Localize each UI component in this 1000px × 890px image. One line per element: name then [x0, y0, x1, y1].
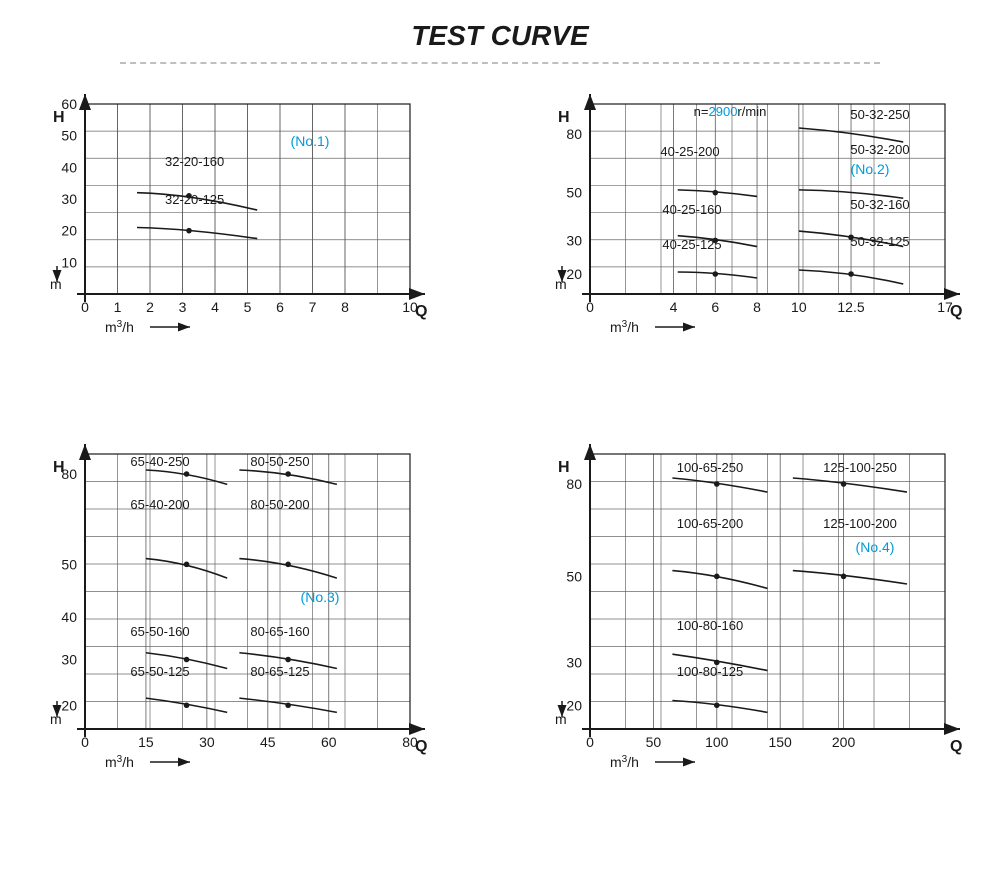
svg-text:125-100-200: 125-100-200 — [823, 516, 897, 531]
svg-text:12.5: 12.5 — [837, 299, 864, 315]
svg-text:7: 7 — [309, 299, 317, 315]
svg-text:30: 30 — [61, 191, 77, 207]
svg-text:30: 30 — [199, 734, 215, 750]
svg-text:m: m — [555, 276, 567, 292]
svg-text:100: 100 — [705, 734, 729, 750]
svg-text:50-32-160: 50-32-160 — [850, 197, 909, 212]
svg-text:50: 50 — [646, 734, 662, 750]
svg-text:Q: Q — [415, 303, 427, 320]
svg-text:65-50-160: 65-50-160 — [130, 624, 189, 639]
svg-text:32-20-160: 32-20-160 — [165, 154, 224, 169]
svg-text:40: 40 — [61, 159, 77, 175]
svg-text:100-80-160: 100-80-160 — [677, 618, 744, 633]
chart-2: 2030508004681012.517Hmm3/hQn=2900r/min(N… — [535, 94, 970, 374]
svg-text:0: 0 — [586, 734, 594, 750]
svg-text:(No.4): (No.4) — [856, 539, 895, 555]
svg-text:40-25-160: 40-25-160 — [662, 202, 721, 217]
svg-text:80-50-200: 80-50-200 — [250, 497, 309, 512]
svg-text:50: 50 — [61, 128, 77, 144]
svg-text:32-20-125: 32-20-125 — [165, 192, 224, 207]
svg-text:40: 40 — [61, 609, 77, 625]
svg-text:m: m — [50, 276, 62, 292]
divider — [120, 62, 880, 64]
svg-text:0: 0 — [81, 299, 89, 315]
svg-text:4: 4 — [211, 299, 219, 315]
svg-text:80-65-125: 80-65-125 — [250, 664, 309, 679]
svg-text:1: 1 — [114, 299, 122, 315]
svg-text:Q: Q — [415, 738, 427, 755]
svg-text:m3/h: m3/h — [610, 754, 639, 771]
svg-text:20: 20 — [566, 697, 582, 713]
svg-text:H: H — [558, 459, 570, 476]
svg-text:(No.1): (No.1) — [291, 133, 330, 149]
svg-text:45: 45 — [260, 734, 276, 750]
svg-text:10: 10 — [791, 299, 807, 315]
svg-text:200: 200 — [832, 734, 856, 750]
svg-text:80-50-250: 80-50-250 — [250, 454, 309, 469]
svg-text:30: 30 — [566, 654, 582, 670]
svg-text:100-65-200: 100-65-200 — [677, 516, 744, 531]
svg-text:30: 30 — [566, 232, 582, 248]
svg-text:20: 20 — [61, 223, 77, 239]
svg-text:(No.3): (No.3) — [301, 589, 340, 605]
svg-text:4: 4 — [670, 299, 678, 315]
page-title: TEST CURVE — [20, 20, 980, 52]
svg-text:3: 3 — [179, 299, 187, 315]
svg-text:m3/h: m3/h — [105, 319, 134, 336]
svg-text:80: 80 — [566, 126, 582, 142]
svg-text:50: 50 — [566, 185, 582, 201]
svg-text:H: H — [558, 109, 570, 126]
svg-text:10: 10 — [61, 254, 77, 270]
chart-4: 20 30 50 80 0 50 100 150 200 Hm m3/h Q (No.4) 100-65-… — [535, 444, 970, 814]
svg-text:0: 0 — [586, 299, 594, 315]
svg-text:15: 15 — [138, 734, 154, 750]
svg-text:m3/h: m3/h — [105, 754, 134, 771]
svg-text:50-32-200: 50-32-200 — [850, 142, 909, 157]
svg-text:6: 6 — [711, 299, 719, 315]
svg-text:2: 2 — [146, 299, 154, 315]
svg-text:65-40-200: 65-40-200 — [130, 497, 189, 512]
svg-text:65-40-250: 65-40-250 — [130, 454, 189, 469]
svg-text:0: 0 — [81, 734, 89, 750]
svg-text:100-65-250: 100-65-250 — [677, 460, 744, 475]
svg-text:40-25-125: 40-25-125 — [662, 237, 721, 252]
chart-3: 203040508001530456080Hmm3/hQ(No.3)65-40-… — [30, 444, 465, 814]
svg-text:H: H — [53, 459, 65, 476]
chart-grid: 10203040506001234567810Hmm3/hQ(No.1)32-2… — [20, 94, 980, 814]
svg-text:125-100-250: 125-100-250 — [823, 460, 897, 475]
svg-text:6: 6 — [276, 299, 284, 315]
svg-text:80-65-160: 80-65-160 — [250, 624, 309, 639]
svg-text:40-25-200: 40-25-200 — [660, 144, 719, 159]
svg-text:8: 8 — [753, 299, 761, 315]
svg-text:(No.2): (No.2) — [851, 161, 890, 177]
svg-text:65-50-125: 65-50-125 — [130, 664, 189, 679]
svg-text:m: m — [50, 711, 62, 727]
svg-text:80: 80 — [566, 476, 582, 492]
svg-text:150: 150 — [768, 734, 792, 750]
svg-text:50-32-125: 50-32-125 — [850, 234, 909, 249]
svg-text:30: 30 — [61, 652, 77, 668]
svg-text:n=2900r/min: n=2900r/min — [694, 104, 767, 119]
svg-text:60: 60 — [321, 734, 337, 750]
svg-text:5: 5 — [244, 299, 252, 315]
svg-text:20: 20 — [61, 697, 77, 713]
svg-text:50: 50 — [61, 556, 77, 572]
svg-text:m3/h: m3/h — [610, 319, 639, 336]
svg-text:20: 20 — [566, 266, 582, 282]
svg-text:100-80-125: 100-80-125 — [677, 664, 744, 679]
svg-text:8: 8 — [341, 299, 349, 315]
svg-text:Q: Q — [950, 303, 962, 320]
svg-text:m: m — [555, 711, 567, 727]
svg-text:Q: Q — [950, 738, 962, 755]
chart-1: 10203040506001234567810Hmm3/hQ(No.1)32-2… — [30, 94, 465, 374]
svg-text:50: 50 — [566, 568, 582, 584]
svg-text:50-32-250: 50-32-250 — [850, 107, 909, 122]
svg-text:H: H — [53, 109, 65, 126]
